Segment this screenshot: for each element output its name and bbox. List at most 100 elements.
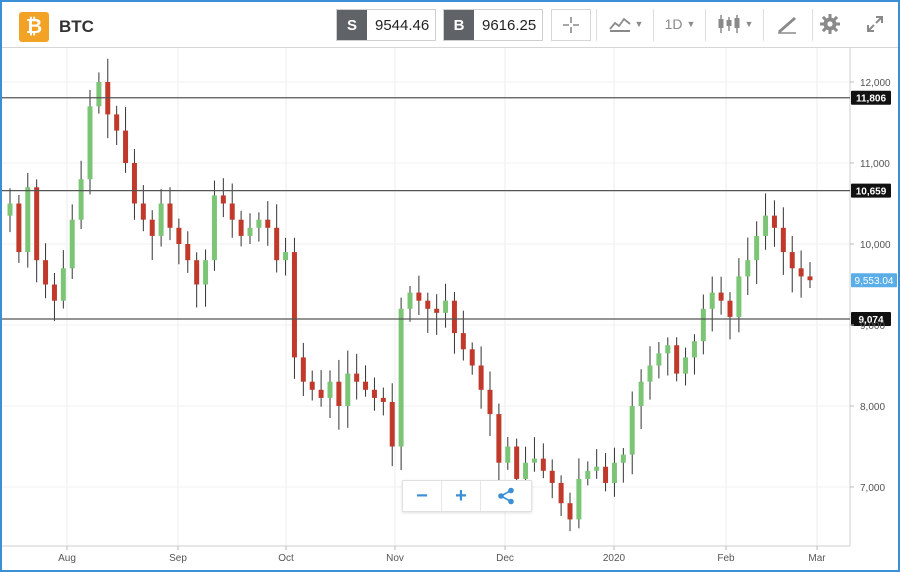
candle-body [789,252,795,269]
current-price-label: 9,553.04 [855,276,894,287]
candle-body [487,389,493,415]
y-axis: 12,000 11,000 10,000 9,000 8,000 7,000 [850,78,891,494]
candle-body [43,260,49,285]
candle-body [549,470,555,483]
candle-body [389,401,395,447]
chevron-down-icon: ▼ [744,19,754,29]
candle-body [780,227,786,253]
x-tick-label: Dec [496,553,514,564]
share-icon [498,487,514,505]
candle-body [505,446,511,463]
separator [705,9,706,41]
candle-body [674,345,680,374]
candle-body [425,300,431,309]
candle-body [576,478,582,520]
candle-body [51,284,57,301]
candle-body [691,341,697,358]
candle-body [345,373,351,406]
candle-body [283,252,289,261]
y-tick-label: 11,000 [860,159,890,170]
candle-body [158,203,164,236]
candle-body [398,308,404,447]
candle-body [638,381,644,406]
candle-body [665,345,671,354]
crosshair-icon [563,17,579,33]
candle-body [354,373,360,382]
candle-body [416,292,422,301]
candle-body [745,260,751,277]
candle-body [211,195,217,261]
sell-price-button[interactable]: S 9544.46 [336,9,436,41]
candle-body [451,300,457,334]
chart-type-icon [608,17,631,32]
timeframe-dropdown[interactable]: 1D ▼ [662,9,698,39]
candle-body [496,414,502,463]
chart-grid [2,48,851,547]
candle-body [60,268,66,301]
candle-body [540,458,546,471]
horizontal-levels: 11,806 10,659 9,074 9,553.04 [2,90,897,327]
separator [653,9,654,41]
price-chart[interactable]: 11,806 10,659 9,074 9,553.04 12,000 11,000 10… [2,48,898,570]
candle-body [380,397,386,402]
candle-body [96,82,102,107]
candle-body [16,203,22,253]
candle-body [727,300,733,317]
candle-body [327,381,333,398]
x-tick-label: 2020 [603,553,626,564]
candle-body [87,106,93,180]
zoom-controls: − + [402,480,532,512]
candle-body [407,292,413,309]
toolbar: ₿ BTC S 9544.46 B 9616.25 ▼ 1D ▼ [2,2,898,48]
candle-body [247,227,253,236]
x-axis: Aug Sep Oct Nov Dec 2020 Feb Mar [58,546,826,564]
sell-tag: S [337,10,367,40]
drawing-tools-button[interactable] [770,9,804,39]
candle-body [123,130,129,163]
candle-body [709,292,715,309]
candlestick-button[interactable]: ▼ [714,9,756,39]
x-tick-label: Sep [169,553,187,564]
crosshair-button[interactable] [551,9,591,41]
candle-body [363,381,369,390]
candle-body [229,203,235,220]
candle-body [34,187,40,261]
buy-price-button[interactable]: B 9616.25 [443,9,543,41]
fullscreen-button[interactable] [860,9,890,39]
candle-body [434,308,440,313]
candle-body [238,219,244,236]
candle-body [176,227,182,244]
share-button[interactable] [481,481,531,511]
candle-body [69,219,75,269]
y-tick-label: 8,000 [860,402,885,413]
settings-button[interactable] [815,9,845,39]
candle-body [469,349,475,366]
y-tick-label: 12,000 [860,78,891,89]
buy-price: 9616.25 [482,16,537,34]
candle-body [291,252,297,358]
candle-body [523,462,529,479]
candle-body [656,353,662,366]
candle-body [336,381,342,406]
candle-body [203,260,209,285]
candle-body [274,227,280,261]
candle-body [567,503,573,520]
candle-body [256,219,262,228]
current-price-badge [851,273,897,288]
zoom-in-button[interactable]: + [442,481,481,511]
candle-body [603,466,609,483]
candlestick-series [7,58,813,532]
instrument-symbol: BTC [59,17,94,36]
candlestick-icon [718,15,740,33]
y-tick-label: 9,000 [860,321,885,332]
y-tick-label: 10,000 [860,240,891,251]
chart-type-button[interactable]: ▼ [605,9,647,39]
fullscreen-icon [867,16,883,32]
chevron-down-icon: ▼ [686,19,696,29]
candle-body [443,300,449,313]
candle-body [620,454,626,463]
candle-body [763,215,769,236]
zoom-out-button[interactable]: − [403,481,442,511]
candle-body [514,446,520,479]
candle-body [7,203,13,216]
